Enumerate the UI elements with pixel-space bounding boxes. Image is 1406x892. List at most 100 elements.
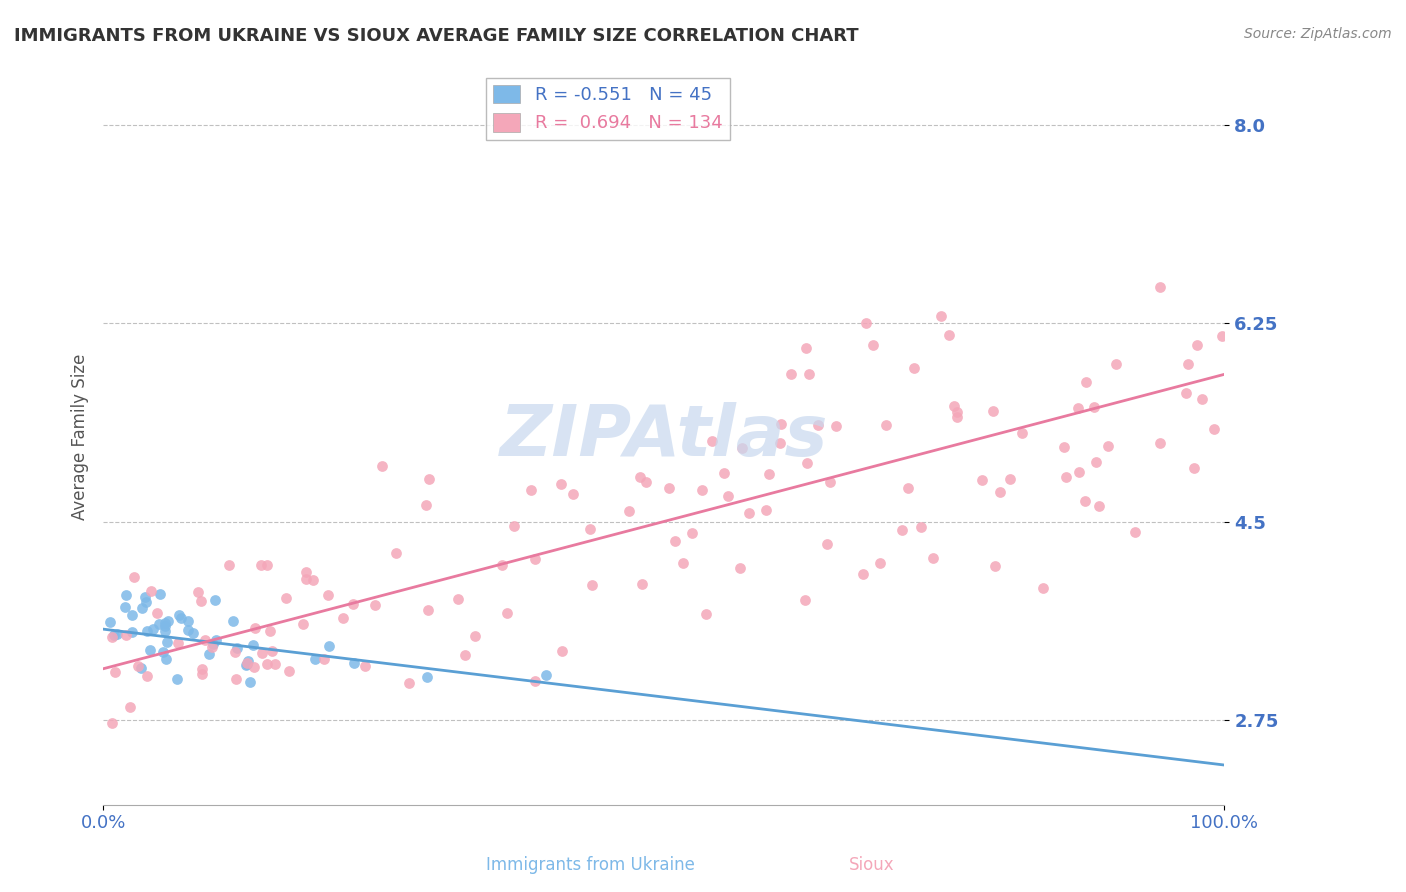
Point [121, 607, 143, 622]
Point [225, 673, 247, 687]
Point [524, 673, 547, 688]
Point [1149, 436, 1171, 450]
Point [797, 367, 820, 381]
Point [156, 634, 179, 648]
Point [243, 659, 266, 673]
Point [891, 523, 914, 537]
Point [1069, 466, 1091, 480]
Point [1204, 421, 1226, 435]
Point [131, 601, 153, 615]
Point [731, 441, 754, 455]
Point [690, 483, 713, 497]
Point [664, 533, 686, 548]
Point [415, 670, 437, 684]
Point [737, 506, 759, 520]
Point [1054, 470, 1077, 484]
Point [122, 570, 145, 584]
Point [418, 472, 440, 486]
Point [550, 476, 572, 491]
Point [221, 614, 243, 628]
Point [129, 660, 152, 674]
Point [118, 700, 141, 714]
Point [146, 606, 169, 620]
Point [970, 473, 993, 487]
Point [910, 520, 932, 534]
Point [1011, 426, 1033, 441]
Point [855, 316, 877, 330]
Point [581, 578, 603, 592]
Point [342, 597, 364, 611]
Point [259, 624, 281, 638]
Point [796, 457, 818, 471]
Point [984, 558, 1007, 573]
Point [101, 631, 124, 645]
Point [903, 361, 925, 376]
Point [205, 633, 228, 648]
Point [201, 637, 224, 651]
Point [136, 669, 159, 683]
Point [312, 651, 335, 665]
Point [1191, 392, 1213, 406]
Point [876, 418, 898, 433]
Point [235, 656, 257, 670]
Point [695, 607, 717, 621]
Point [295, 572, 318, 586]
Point [104, 665, 127, 680]
Point [491, 558, 513, 573]
Point [187, 585, 209, 599]
Point [98, 615, 121, 630]
Point [447, 592, 470, 607]
Point [256, 558, 278, 572]
Text: Sioux: Sioux [849, 856, 894, 874]
Point [343, 657, 366, 671]
Point [101, 715, 124, 730]
Point [793, 593, 815, 607]
Point [1085, 455, 1108, 469]
Point [1097, 439, 1119, 453]
Point [135, 624, 157, 639]
Point [524, 552, 547, 566]
Point [167, 636, 190, 650]
Text: Source: ZipAtlas.com: Source: ZipAtlas.com [1244, 27, 1392, 41]
Point [256, 657, 278, 672]
Point [1087, 499, 1109, 513]
Point [238, 674, 260, 689]
Point [943, 399, 966, 413]
Point [194, 632, 217, 647]
Point [105, 627, 128, 641]
Point [634, 475, 657, 489]
Point [929, 309, 952, 323]
Point [316, 588, 339, 602]
Point [149, 587, 172, 601]
Point [617, 504, 640, 518]
Point [922, 551, 945, 566]
Point [155, 619, 177, 633]
Point [134, 590, 156, 604]
Point [815, 537, 838, 551]
Point [496, 607, 519, 621]
Point [728, 561, 751, 575]
Point [364, 598, 387, 612]
Point [658, 481, 681, 495]
Y-axis label: Average Family Size: Average Family Size [72, 353, 89, 520]
Point [318, 639, 340, 653]
Point [156, 615, 179, 629]
Point [354, 659, 377, 673]
Point [818, 475, 841, 489]
Point [503, 519, 526, 533]
Point [579, 522, 602, 536]
Point [250, 558, 273, 573]
Point [1031, 581, 1053, 595]
Point [946, 409, 969, 424]
Point [155, 652, 177, 666]
Point [181, 626, 204, 640]
Point [824, 419, 846, 434]
Point [852, 567, 875, 582]
Point [1104, 357, 1126, 371]
Point [806, 418, 828, 433]
Point [304, 652, 326, 666]
Point [170, 611, 193, 625]
Point [672, 556, 695, 570]
Point [385, 546, 408, 560]
Point [562, 487, 585, 501]
